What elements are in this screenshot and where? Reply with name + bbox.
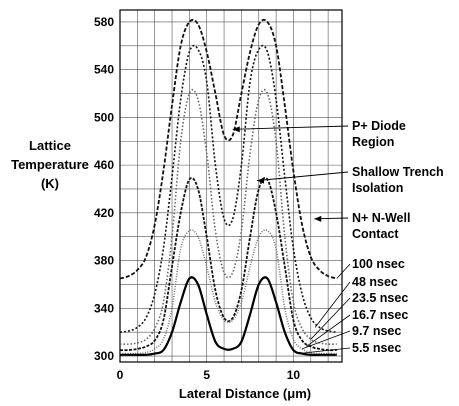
y-tick-label: 340: [94, 301, 114, 315]
series-label-leader: [310, 297, 351, 340]
series-label-leader: [314, 281, 351, 328]
series-label-leader: [301, 330, 351, 350]
series-line: [119, 177, 337, 352]
series-line: [119, 88, 337, 345]
series-layer: [119, 18, 338, 356]
y-tick-label: 420: [94, 206, 114, 220]
x-tick-label: 10: [287, 368, 301, 382]
annotation-label-line: Region: [352, 135, 394, 149]
annotation-label: N+ N-Well Contact: [352, 211, 410, 241]
series-label: 23.5 nsec: [352, 291, 408, 305]
series-label-leader: [297, 347, 351, 355]
series-label-leader: [336, 263, 351, 279]
annotation-label-line: Contact: [352, 227, 399, 241]
series-label: 48 nsec: [352, 275, 398, 289]
y-tick-label: 300: [94, 349, 114, 363]
y-tick-label: 460: [94, 158, 114, 172]
annotation-label-line: P+ Diode: [352, 119, 406, 133]
series-line: [120, 229, 337, 355]
grid-lines: [120, 10, 342, 362]
series-line: [119, 18, 338, 280]
y-axis-label-line: (K): [41, 176, 59, 191]
y-tick-label: 380: [94, 254, 114, 268]
annotation-label-line: Isolation: [352, 181, 403, 195]
series-line: [119, 44, 337, 333]
annotation-leader: [232, 125, 349, 130]
x-ticks: 0 5 10: [117, 368, 301, 382]
y-axis-label: Lattice Temperature (K): [11, 138, 89, 191]
annotation-arrowhead: [257, 177, 265, 184]
annotation-arrowhead: [314, 215, 322, 222]
y-tick-label: 500: [94, 110, 114, 124]
annotation-arrowhead: [232, 126, 240, 133]
series-label: 100 nsec: [352, 257, 405, 271]
annotation-leader: [256, 171, 349, 182]
y-tick-label: 540: [94, 63, 114, 77]
series-labels: 100 nsec 48 nsec 23.5 nsec 16.7 nsec 9.7 nse…: [297, 257, 408, 355]
y-axis-label-line: Temperature: [11, 157, 89, 172]
annotation-label: Shallow Trench Isolation: [352, 165, 444, 195]
x-tick-label: 5: [203, 368, 210, 382]
x-tick-label: 0: [117, 368, 124, 382]
annotation-label-line: N+ N-Well: [352, 211, 410, 225]
plot-frame: [119, 9, 343, 363]
series-label: 16.7 nsec: [352, 308, 408, 322]
y-ticks: 300 340 380 420 460 500 540 580: [94, 15, 114, 363]
annotation-label: P+ Diode Region: [352, 119, 406, 149]
annotations: P+ Diode Region Shallow Trench Isolation N+ …: [232, 119, 444, 241]
y-axis-label-line: Lattice: [29, 138, 71, 153]
series-label: 9.7 nsec: [352, 324, 401, 338]
x-axis-label: Lateral Distance (μm): [179, 386, 311, 401]
series-label-leader: [306, 314, 351, 347]
annotation-label-line: Shallow Trench: [352, 165, 444, 179]
y-tick-label: 580: [94, 15, 114, 29]
series-label: 5.5 nsec: [352, 341, 401, 355]
